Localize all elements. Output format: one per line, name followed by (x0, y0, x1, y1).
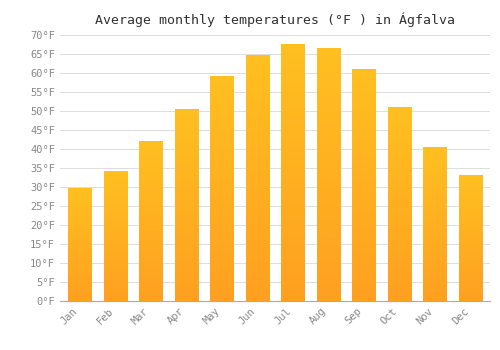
Title: Average monthly temperatures (°F ) in Ágfalva: Average monthly temperatures (°F ) in Ág… (95, 12, 455, 27)
